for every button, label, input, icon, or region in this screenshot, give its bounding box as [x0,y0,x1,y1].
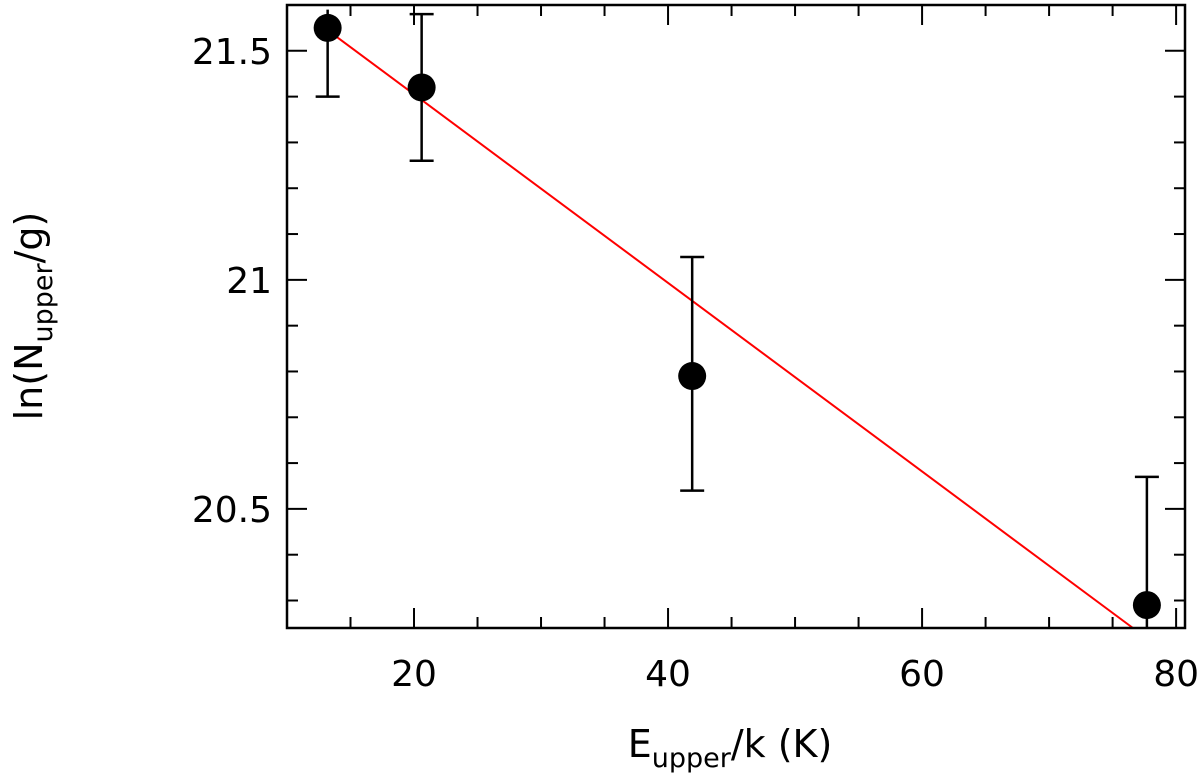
y-tick-label: 20.5 [192,490,272,531]
x-axis-title: Eupper/k (K) [628,722,833,774]
major-ticks [287,5,1185,628]
data-point [678,362,707,391]
tick-labels: 20 40 60 80 20.5 21 21.5 [192,32,1199,695]
data-point [407,73,436,102]
data-point [1132,591,1161,620]
data-points [313,13,1161,620]
x-tick-label: 80 [1153,654,1199,695]
x-axis-title-base: E [628,722,652,766]
y-axis-title-subscript: upper [28,262,59,342]
x-axis-title-subscript: upper [652,743,732,774]
y-axis-title: ln(Nupper/g) [7,212,59,421]
x-tick-label: 20 [391,654,437,695]
plot-frame [285,3,1187,630]
fit-line-layer [327,29,1134,629]
error-bars [315,9,1159,628]
y-axis-title-prefix: ln(N [7,342,51,420]
y-tick-label: 21.5 [192,32,272,73]
x-tick-label: 40 [645,654,691,695]
x-axis-title-rest: /k (K) [731,722,832,766]
y-axis-title-suffix: /g) [7,212,51,264]
x-tick-label: 60 [899,654,945,695]
fit-line [327,29,1134,629]
y-tick-label: 21 [226,261,272,302]
minor-ticks [286,4,1185,628]
data-point [313,13,342,42]
